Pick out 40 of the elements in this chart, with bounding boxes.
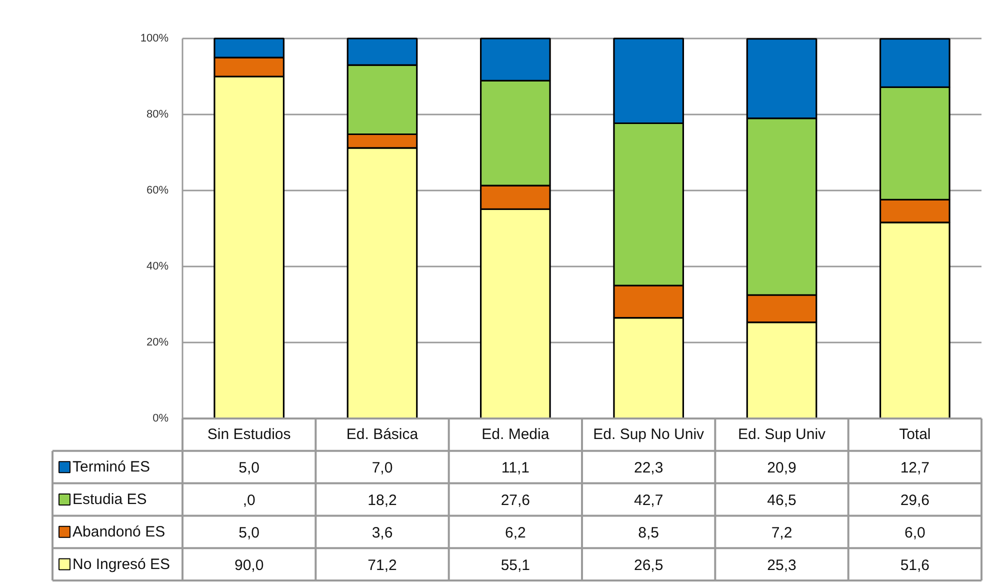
data-label: 26,5	[634, 556, 664, 574]
data-label: 7,0	[372, 460, 393, 477]
legend-label: No Ingresó ES	[72, 556, 170, 573]
y-tick-label: 80%	[146, 108, 169, 120]
data-label: ,0	[242, 492, 256, 509]
data-label: 6,0	[904, 524, 926, 542]
data-label: 46,5	[767, 492, 796, 509]
legend-label: Estudia ES	[72, 491, 147, 508]
data-label: 3,6	[372, 524, 393, 542]
data-label: 29,6	[900, 492, 930, 509]
data-label: 18,2	[368, 492, 397, 509]
data-label: 51,6	[900, 556, 930, 574]
legend-label: Terminó ES	[72, 458, 150, 476]
data-label: 90,0	[234, 556, 264, 574]
legend-label: Abandonó ES	[72, 523, 166, 540]
y-tick-label: 0%	[152, 412, 169, 424]
data-label: 55,1	[500, 556, 530, 574]
data-label: 5,0	[238, 460, 260, 477]
x-tick-label: Sin Estudios	[207, 426, 291, 444]
data-label: 5,0	[238, 524, 260, 542]
data-label: 12,7	[900, 460, 930, 477]
y-tick-label: 20%	[146, 336, 169, 348]
data-label: 71,2	[368, 556, 397, 574]
x-tick-label: Ed. Básica	[346, 426, 419, 444]
data-label: 8,5	[638, 524, 660, 542]
y-tick-label: 100%	[140, 32, 169, 44]
data-label: 7,2	[771, 524, 792, 542]
data-label: 22,3	[634, 460, 664, 477]
x-tick-label: Ed. Sup No Univ	[593, 426, 705, 444]
data-label: 42,7	[634, 492, 664, 509]
x-tick-label: Ed. Media	[482, 426, 550, 444]
y-tick-label: 60%	[146, 184, 169, 196]
data-label: 25,3	[767, 556, 796, 574]
x-tick-label: Total	[899, 426, 931, 444]
data-label: 20,9	[767, 460, 796, 477]
data-label: 11,1	[501, 460, 530, 477]
y-tick-label: 40%	[146, 260, 169, 272]
x-tick-label: Ed. Sup Univ	[738, 426, 826, 444]
data-label: 6,2	[504, 524, 526, 542]
data-label: 27,6	[500, 492, 530, 509]
